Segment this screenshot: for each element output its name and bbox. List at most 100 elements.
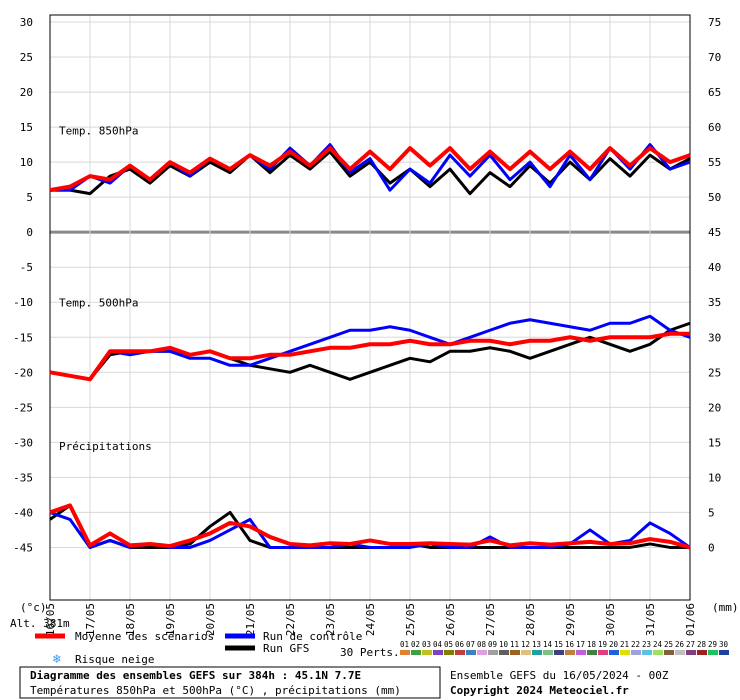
plot-frame [49,14,691,601]
member-label: 19 [598,640,607,649]
footer-subtitle: Températures 850hPa et 500hPa (°C) , pré… [30,684,401,697]
member-label: 21 [620,640,629,649]
y2-tick-label: 10 [708,471,721,484]
member-label: 07 [466,640,475,649]
member-swatch [576,650,586,655]
x-tick-label: 26/05 [444,603,457,636]
member-label: 22 [631,640,640,649]
copyright: Copyright 2024 Meteociel.fr [450,684,629,697]
y-tick-label: 10 [20,156,33,169]
x-tick-label: 21/05 [244,603,257,636]
x-tick-label: 23/05 [324,603,337,636]
member-label: 24 [653,640,663,649]
member-label: 03 [422,640,431,649]
member-label: 10 [499,640,509,649]
y2-tick-label: 5 [708,506,715,519]
x-tick-label: 28/05 [524,603,537,636]
member-swatch [444,650,454,655]
member-swatch [620,650,630,655]
member-swatch [477,650,487,655]
footer-box [19,666,441,699]
member-label: 05 [444,640,453,649]
x-tick-label: 17/05 [84,603,97,636]
member-label: 30 [719,640,729,649]
y-tick-label: -35 [13,471,33,484]
member-swatch [422,650,432,655]
member-label: 13 [532,640,541,649]
y-tick-label: -40 [13,506,33,519]
x-tick-label: 01/06 [684,603,697,636]
footer-title: Diagramme des ensembles GEFS sur 384h : … [30,669,361,682]
member-label: 23 [642,640,651,649]
member-label: 17 [576,640,585,649]
member-label: 11 [510,640,519,649]
y2-tick-label: 0 [708,541,715,554]
member-swatch [411,650,421,655]
member-swatch [554,650,564,655]
y2-tick-label: 60 [708,121,721,134]
x-tick-label: 31/05 [644,603,657,636]
member-label: 26 [675,640,685,649]
member-label: 04 [433,640,443,649]
y2-tick-label: 45 [708,226,721,239]
panel-label: Précipitations [59,440,152,453]
y-tick-label: -25 [13,401,33,414]
member-label: 27 [686,640,695,649]
member-swatch [521,650,531,655]
y2-tick-label: 35 [708,296,721,309]
member-label: 25 [664,640,673,649]
member-swatch [400,650,410,655]
member-label: 08 [477,640,487,649]
member-label: 15 [554,640,563,649]
x-tick-label: 27/05 [484,603,497,636]
y-tick-label: -45 [13,541,33,554]
member-swatch [433,650,443,655]
member-label: 12 [521,640,530,649]
y2-tick-label: 15 [708,436,721,449]
member-swatch [455,650,465,655]
member-label: 02 [411,640,420,649]
member-label: 01 [400,640,409,649]
y-tick-label: 15 [20,121,33,134]
member-label: 09 [488,640,497,649]
member-label: 20 [609,640,619,649]
altitude: Alt. 381m [10,617,70,630]
member-swatch [609,650,619,655]
member-swatch [719,650,729,655]
member-swatch [499,650,509,655]
member-swatch [675,650,685,655]
y2-tick-label: 20 [708,401,721,414]
x-tick-label: 19/05 [164,603,177,636]
member-label: 16 [565,640,575,649]
member-swatch [664,650,674,655]
y2-tick-label: 65 [708,86,721,99]
run-info: Ensemble GEFS du 16/05/2024 - 00Z [450,669,669,682]
y2-tick-label: 70 [708,51,721,64]
y-tick-label: 30 [20,16,33,29]
member-label: 14 [543,640,553,649]
member-swatch [510,650,520,655]
y-tick-label: -20 [13,366,33,379]
y-tick-label: 20 [20,86,33,99]
member-swatch [708,650,718,655]
y2-tick-label: 50 [708,191,721,204]
y-tick-label: 25 [20,51,33,64]
y-tick-label: 5 [26,191,33,204]
member-swatch [598,650,608,655]
y2-unit: (mm) [712,601,739,614]
panel-label: Temp. 500hPa [59,296,138,309]
x-tick-label: 25/05 [404,603,417,636]
series-line [49,146,691,193]
member-swatch [488,650,498,655]
y-unit: (°c) [20,601,47,614]
x-tick-label: 22/05 [284,603,297,636]
y2-tick-label: 40 [708,261,721,274]
y-tick-label: 0 [26,226,33,239]
series-line [49,331,690,382]
x-tick-label: 24/05 [364,603,377,636]
y2-tick-label: 25 [708,366,721,379]
member-label: 18 [587,640,597,649]
y2-tick-label: 55 [708,156,721,169]
y-tick-label: -5 [20,261,33,274]
